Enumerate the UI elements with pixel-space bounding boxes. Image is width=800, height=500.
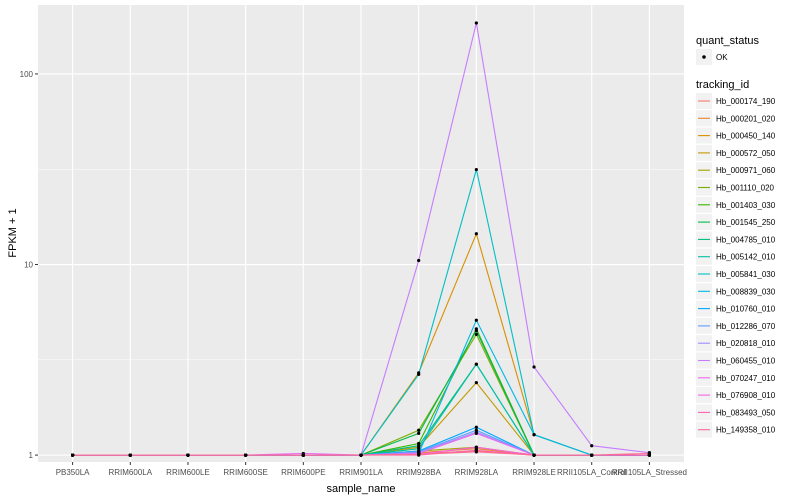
data-point	[647, 451, 651, 456]
data-point	[532, 453, 536, 457]
x-tick-label: RRII105LA_Stressed	[612, 468, 687, 477]
legend-series-label: Hb_000572_050	[716, 149, 776, 158]
data-point	[417, 431, 421, 435]
data-point	[417, 441, 421, 446]
x-tick-label: RRIM928BA	[396, 468, 441, 477]
data-point	[417, 447, 421, 451]
legend-series-label: Hb_000201_020	[716, 114, 776, 123]
legend-series-label: Hb_005841_030	[716, 270, 776, 279]
legend-series-label: Hb_012286_070	[716, 322, 776, 331]
legend-series-label: Hb_010760_010	[716, 305, 776, 314]
legend-series-label: Hb_005142_010	[716, 253, 776, 262]
data-point	[417, 428, 421, 432]
legend-series-items: Hb_000174_190 Hb_000201_020 Hb_000450_140 H…	[696, 93, 776, 438]
legend-series-label: Hb_060455_010	[716, 357, 776, 366]
x-tick-label: RRIM928LE	[512, 468, 556, 477]
data-point	[359, 453, 363, 457]
data-point	[244, 453, 248, 457]
data-point	[186, 453, 190, 457]
legend-series-label: Hb_000174_190	[716, 97, 776, 106]
data-point	[474, 21, 478, 25]
data-point	[590, 453, 594, 457]
data-point	[474, 362, 478, 366]
data-point	[532, 365, 536, 369]
x-tick-label: RRIM600LA	[108, 468, 152, 477]
data-point	[474, 425, 478, 429]
legend-series-label: Hb_020818_010	[716, 339, 776, 348]
legend-title-tracking-id: tracking_id	[696, 79, 749, 91]
legend-series-label: Hb_070247_010	[716, 374, 776, 383]
legend: quant_status OK tracking_id Hb_000174_19…	[696, 35, 776, 438]
data-point	[301, 453, 305, 457]
x-axis-title: sample_name	[326, 483, 395, 495]
data-point	[71, 453, 75, 457]
data-point	[532, 433, 536, 437]
data-point	[474, 381, 478, 385]
y-tick-label: 10	[24, 261, 33, 270]
legend-series-label: Hb_001545_250	[716, 218, 776, 227]
x-tick-label: PB350LA	[56, 468, 90, 477]
data-point	[417, 452, 421, 456]
legend-point-marker	[702, 55, 706, 59]
y-axis-title: FPKM + 1	[7, 208, 19, 257]
legend-series-label: Hb_149358_010	[716, 426, 776, 435]
x-tick-label: RRIM600SE	[223, 468, 267, 477]
legend-point-items: OK	[696, 49, 728, 65]
data-point	[128, 453, 132, 457]
legend-series-label: Hb_083493_050	[716, 408, 776, 417]
data-point	[474, 445, 478, 449]
legend-series-label: Hb_001110_020	[716, 184, 775, 193]
legend-title-quant-status: quant_status	[696, 35, 759, 47]
data-point	[417, 372, 421, 377]
x-tick-label: RRII105LA_Control	[557, 468, 627, 477]
data-point	[474, 450, 478, 454]
legend-series-label: Hb_000450_140	[716, 132, 776, 141]
x-tick-label: RRIM600PE	[281, 468, 325, 477]
data-point	[417, 444, 421, 448]
data-point	[590, 444, 594, 448]
legend-point-label: OK	[716, 53, 728, 62]
data-point	[474, 332, 478, 336]
data-point	[474, 318, 478, 322]
legend-series-label: Hb_000971_060	[716, 166, 776, 175]
x-tick-label: RRIM928LA	[455, 468, 499, 477]
x-tick-label: RRIM901LA	[339, 468, 383, 477]
x-tick-label: RRIM600LE	[166, 468, 210, 477]
y-tick-label: 1	[29, 451, 34, 460]
legend-series-label: Hb_001403_030	[716, 201, 776, 210]
legend-series-label: Hb_004785_010	[716, 235, 776, 244]
data-point	[417, 258, 421, 263]
legend-series-label: Hb_008839_030	[716, 287, 776, 296]
data-point	[474, 431, 478, 435]
x-axis: PB350LA RRIM600LA RRIM600LE RRIM600SE RRIM60…	[56, 462, 687, 477]
series-points	[71, 21, 651, 457]
data-point	[474, 232, 478, 236]
data-point	[474, 167, 478, 172]
y-axis: 1 10 100	[20, 70, 38, 460]
data-point	[474, 329, 478, 333]
y-tick-label: 100	[20, 70, 34, 79]
legend-series-label: Hb_076908_010	[716, 391, 776, 400]
